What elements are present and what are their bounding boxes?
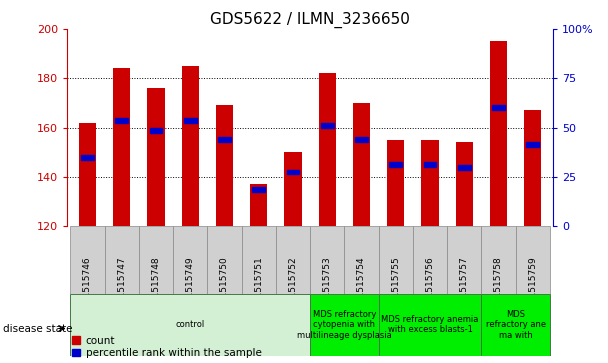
Text: GSM1515746: GSM1515746 [83,257,92,317]
FancyBboxPatch shape [173,226,207,294]
Text: GSM1515759: GSM1515759 [528,257,537,317]
Text: GSM1515756: GSM1515756 [426,257,435,317]
FancyBboxPatch shape [482,294,550,356]
Bar [319,73,336,226]
Text: GSM1515747: GSM1515747 [117,257,126,317]
Bar [216,105,233,226]
FancyBboxPatch shape [71,226,105,294]
FancyBboxPatch shape [310,294,379,356]
Text: GSM1515749: GSM1515749 [185,257,195,317]
Bar [389,162,402,167]
Text: GSM1515754: GSM1515754 [357,257,366,317]
Bar [116,118,128,123]
Text: GSM1515753: GSM1515753 [323,257,332,317]
Text: GSM1515750: GSM1515750 [220,257,229,317]
Bar [184,118,196,123]
Text: GSM1515757: GSM1515757 [460,257,469,317]
Text: GSM1515758: GSM1515758 [494,257,503,317]
FancyBboxPatch shape [447,226,482,294]
Bar [250,184,268,226]
Bar [252,187,265,192]
FancyBboxPatch shape [344,226,379,294]
Bar [524,110,541,226]
Bar [421,140,438,226]
Text: disease state: disease state [3,323,72,334]
Text: GSM1515755: GSM1515755 [391,257,400,317]
Text: MDS refractory
cytopenia with
multilineage dysplasia: MDS refractory cytopenia with multilinea… [297,310,392,340]
Bar [424,162,437,167]
Bar [286,170,299,175]
FancyBboxPatch shape [310,226,344,294]
FancyBboxPatch shape [105,226,139,294]
Text: control: control [176,320,205,329]
Text: GSM1515752: GSM1515752 [288,257,297,317]
Bar [458,164,471,170]
Bar [147,88,165,226]
Bar [527,142,539,147]
Text: MDS refractory anemia
with excess blasts-1: MDS refractory anemia with excess blasts… [381,315,478,334]
FancyBboxPatch shape [71,294,310,356]
Bar [353,103,370,226]
FancyBboxPatch shape [379,226,413,294]
Bar [182,66,199,226]
Bar [79,123,96,226]
Bar [150,128,162,132]
Text: GSM1515748: GSM1515748 [151,257,161,317]
Bar [113,69,130,226]
Bar [492,105,505,110]
Bar [387,140,404,226]
FancyBboxPatch shape [379,294,482,356]
Legend: count, percentile rank within the sample: count, percentile rank within the sample [72,336,261,358]
FancyBboxPatch shape [276,226,310,294]
Title: GDS5622 / ILMN_3236650: GDS5622 / ILMN_3236650 [210,12,410,28]
FancyBboxPatch shape [413,226,447,294]
FancyBboxPatch shape [241,226,276,294]
Bar [455,142,473,226]
Bar [285,152,302,226]
Bar [321,123,334,128]
FancyBboxPatch shape [482,226,516,294]
Text: MDS
refractory ane
ma with: MDS refractory ane ma with [486,310,545,340]
Bar [490,41,507,226]
Text: GSM1515751: GSM1515751 [254,257,263,317]
Bar [355,138,368,142]
Bar [218,138,231,142]
FancyBboxPatch shape [516,226,550,294]
FancyBboxPatch shape [207,226,241,294]
FancyBboxPatch shape [139,226,173,294]
Bar [81,155,94,160]
